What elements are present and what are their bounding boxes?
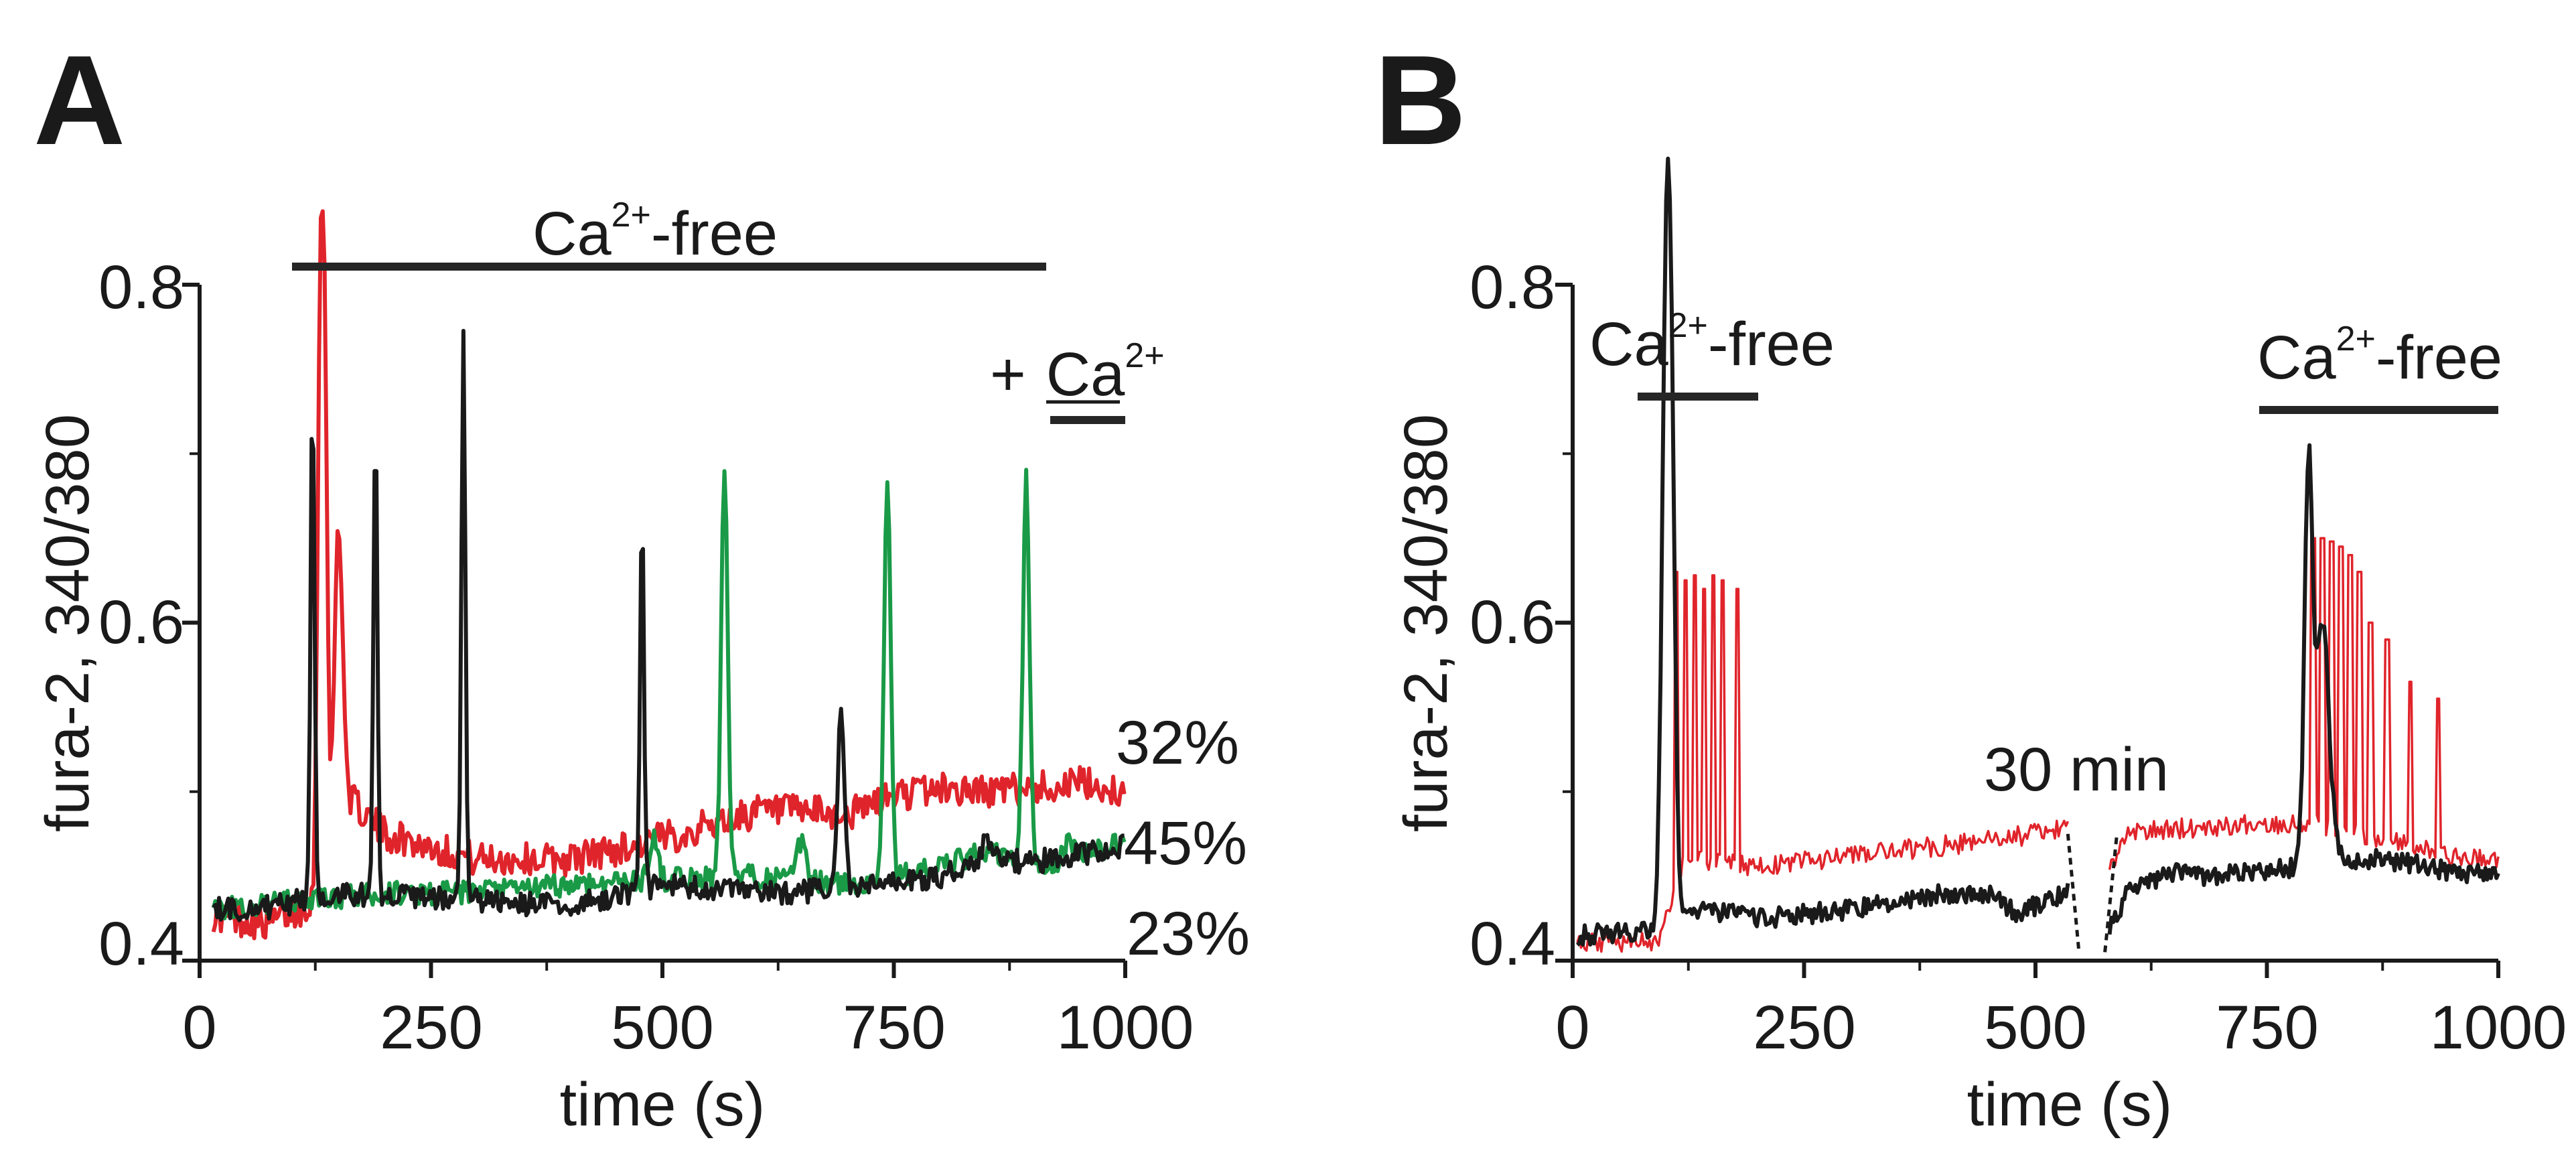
panel-a-ytick-label: 0.6 xyxy=(98,588,184,656)
panel-b-ytick-label: 0.8 xyxy=(1470,253,1555,322)
trace-red-seg-1 xyxy=(1576,571,2070,953)
panel-a-x-axis-label: time (s) xyxy=(560,1070,766,1139)
panel-b: B 0 250 500 750 1000 0.4 0.6 0.8 time (s… xyxy=(1374,29,2567,1139)
panel-a-ca-free-label: Ca2+-free xyxy=(532,196,778,268)
panel-b-ytick-label: 0.4 xyxy=(1470,910,1555,978)
panel-b-x-axis-label: time (s) xyxy=(1967,1070,2173,1139)
panel-b-xtick-label: 250 xyxy=(1753,993,1856,1062)
panel-a-xtick-label: 750 xyxy=(843,993,946,1062)
trace-black xyxy=(212,328,1125,922)
panel-a-legend-32: 32% xyxy=(1116,709,1239,777)
break-mark-left xyxy=(2066,833,2081,953)
panel-a-xtick-label: 500 xyxy=(611,993,714,1062)
panel-b-traces xyxy=(1575,156,2500,953)
panel-b-xtick-label: 0 xyxy=(1555,993,1589,1062)
panel-a-legend-45: 45% xyxy=(1124,809,1247,878)
panel-b-letter: B xyxy=(1374,29,1466,171)
panel-a-ticks xyxy=(182,283,1127,978)
panel-a-xtick-label: 1000 xyxy=(1057,993,1194,1062)
trace-red-seg-2 xyxy=(2108,537,2500,870)
panel-a: A 0 250 500 750 1000 0.4 0.6 0.8 time (s… xyxy=(33,29,1250,1139)
panel-a-legend-23: 23% xyxy=(1127,900,1250,968)
trace-black-seg-1 xyxy=(1575,156,2070,947)
panel-a-ytick-label: 0.8 xyxy=(98,253,184,322)
panel-b-ca-free-label-2: Ca2+-free xyxy=(2257,320,2502,392)
trace-black-seg-2 xyxy=(2107,443,2500,935)
panel-b-break-marks xyxy=(2066,833,2119,953)
break-mark-right xyxy=(2103,833,2119,953)
panel-a-y-axis-label: fura-2, 340/380 xyxy=(33,414,102,832)
panel-b-xtick-label: 500 xyxy=(1984,993,2087,1062)
trace-red xyxy=(211,209,1127,941)
panel-a-xtick-label: 250 xyxy=(380,993,483,1062)
panel-b-xtick-label: 750 xyxy=(2216,993,2319,1062)
panel-b-xtick-label: 1000 xyxy=(2430,993,2567,1062)
panel-a-ytick-label: 0.4 xyxy=(98,910,184,978)
panel-b-break-label: 30 min xyxy=(1984,736,2169,804)
trace-green xyxy=(211,468,1127,920)
panel-b-ca-free-label-1: Ca2+-free xyxy=(1589,306,1835,378)
panel-b-ytick-label: 0.6 xyxy=(1470,588,1555,656)
panel-a-traces xyxy=(211,209,1127,941)
panel-b-y-axis-label: fura-2, 340/380 xyxy=(1392,414,1460,832)
panel-b-ticks xyxy=(1555,283,2500,978)
panel-a-letter: A xyxy=(33,29,125,171)
panel-a-xtick-label: 0 xyxy=(182,993,216,1062)
panel-a-ca-add-label: + Ca2+ xyxy=(990,336,1165,409)
